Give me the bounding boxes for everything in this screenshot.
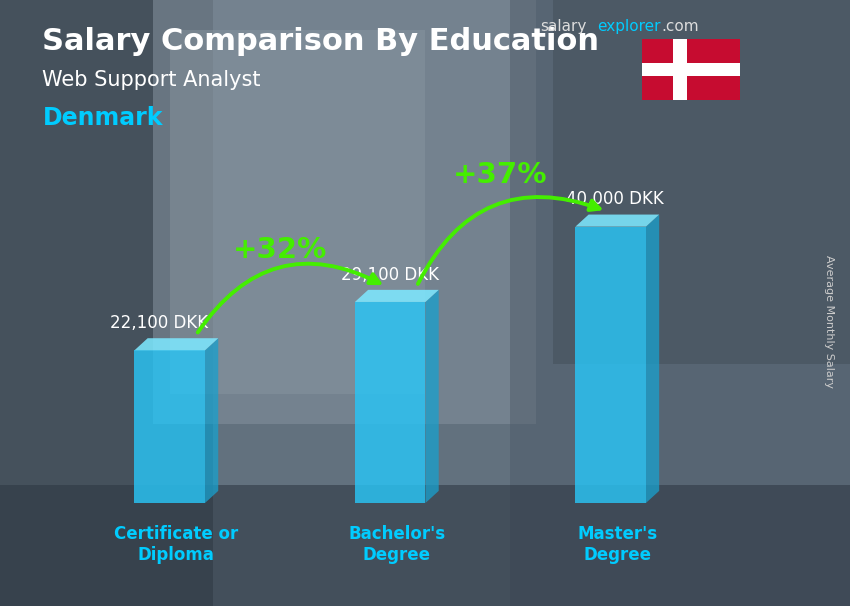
Text: .com: .com [661,19,699,35]
Bar [642,63,740,76]
Polygon shape [134,338,218,350]
Text: +37%: +37% [453,161,547,189]
Bar [0,485,850,606]
Text: Bachelor's
Degree: Bachelor's Degree [348,525,445,564]
Bar [153,0,536,424]
Text: 22,100 DKK: 22,100 DKK [110,314,207,332]
Bar [0,0,212,606]
Text: Average Monthly Salary: Average Monthly Salary [824,255,834,388]
Bar [673,39,687,100]
Text: 40,000 DKK: 40,000 DKK [566,190,664,208]
Text: explorer: explorer [598,19,661,35]
Text: Salary Comparison By Education: Salary Comparison By Education [42,27,599,56]
Bar [510,0,850,606]
Bar [355,302,426,503]
Text: Web Support Analyst: Web Support Analyst [42,70,261,90]
Polygon shape [575,215,659,227]
Bar [575,227,646,503]
Polygon shape [355,290,439,302]
Polygon shape [426,290,439,503]
Bar [552,0,850,364]
Text: Certificate or
Diploma: Certificate or Diploma [114,525,239,564]
Polygon shape [205,338,218,503]
Bar [170,30,425,394]
Text: 29,100 DKK: 29,100 DKK [341,265,439,284]
Text: Denmark: Denmark [42,106,163,130]
Text: +32%: +32% [233,236,327,264]
Bar [134,350,205,503]
Text: salary: salary [540,19,586,35]
Text: Master's
Degree: Master's Degree [577,525,657,564]
Polygon shape [646,215,659,503]
